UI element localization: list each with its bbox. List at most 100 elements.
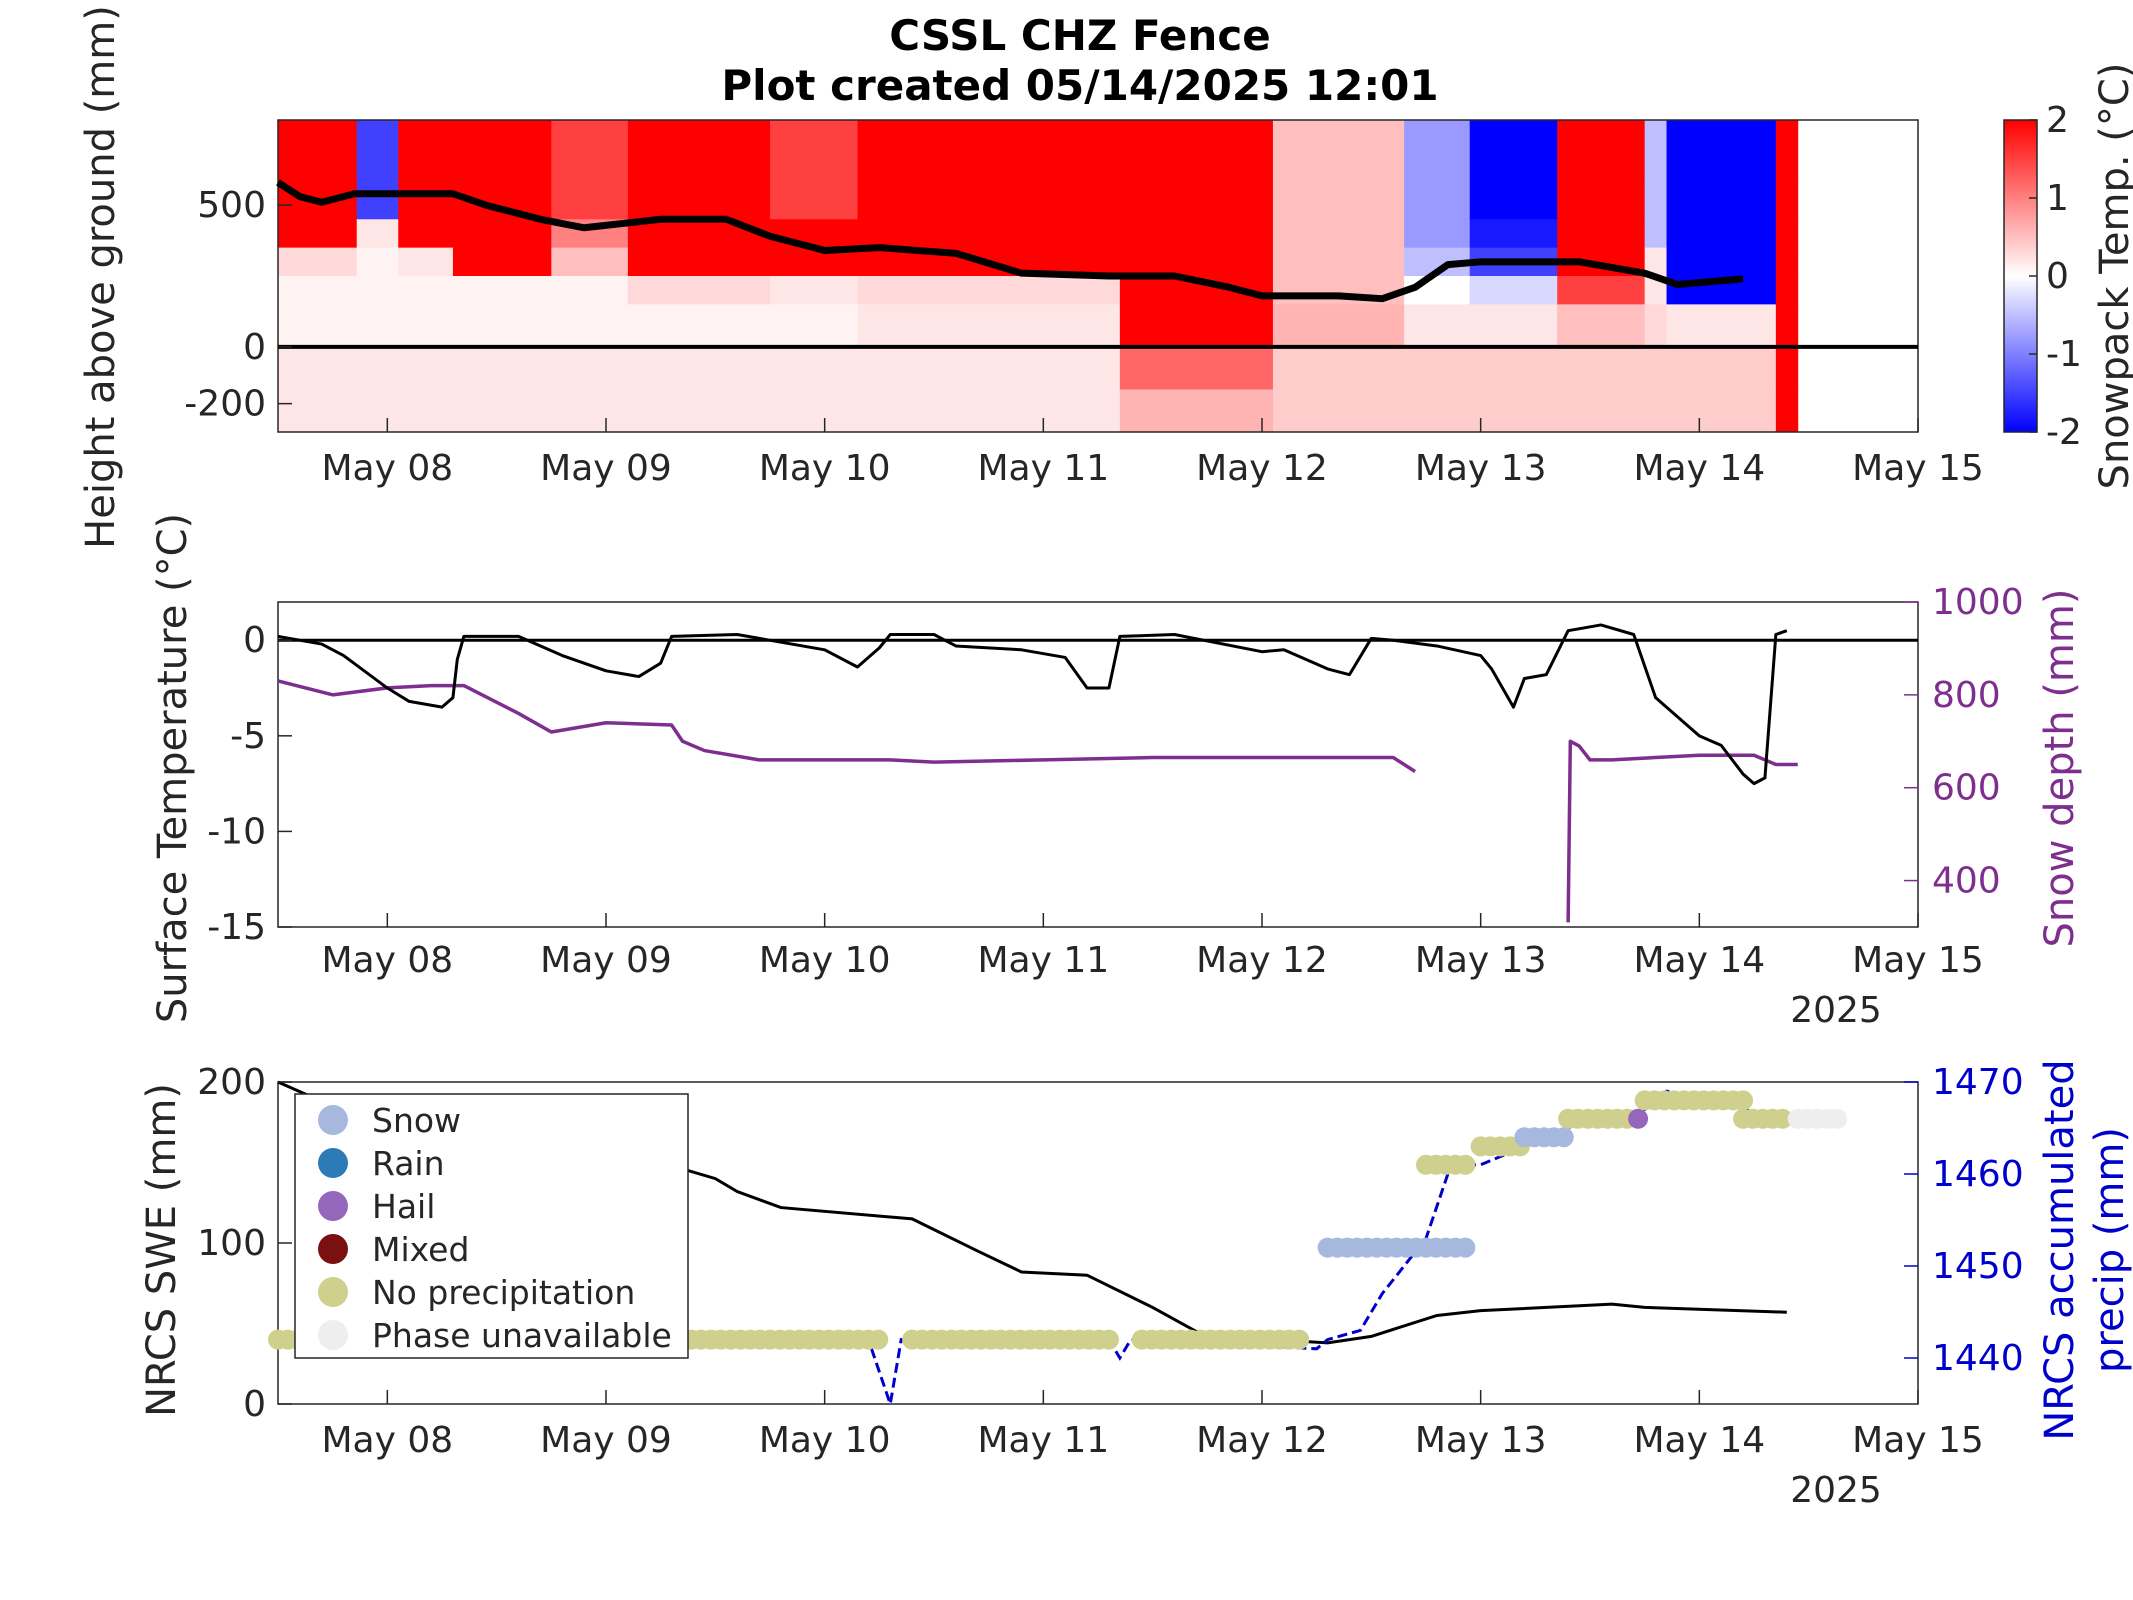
heatmap-cell: [356, 247, 399, 277]
phase-point: [1772, 1108, 1793, 1129]
precip-phase-legend: Snow Rain Hail Mixed No precipitation Phase u…: [294, 1093, 689, 1359]
heatmap-cell: [1119, 247, 1274, 277]
heatmap-cell: [1469, 120, 1558, 178]
heatmap-cell: [770, 346, 858, 390]
heatmap-cell: [857, 176, 1121, 220]
heatmap-cell: [1119, 219, 1274, 249]
heatmap-cell: [356, 389, 399, 433]
y-right-tick-label: 1460: [1932, 1154, 2024, 1195]
y-right-tick-label: 800: [1932, 675, 2001, 716]
heatmap-cell: [627, 304, 771, 348]
legend-box: [294, 1093, 689, 1359]
heatmap-cell: [278, 389, 358, 433]
figure-title-line1: CSSL CHZ Fence: [889, 11, 1270, 60]
heatmap-cell: [770, 219, 858, 249]
heatmap-cell: [1775, 346, 1799, 390]
heatmap-cell: [1644, 276, 1668, 305]
legend-marker: [318, 1105, 348, 1135]
heatmap-cell: [1119, 346, 1274, 390]
heatmap-cell: [551, 346, 629, 390]
heatmap-cell: [1775, 219, 1799, 249]
heatmap-cell: [356, 219, 399, 249]
legend-label: Phase unavailable: [372, 1316, 672, 1355]
phase-point: [1733, 1090, 1754, 1111]
x-tick-label: May 14: [1633, 448, 1765, 489]
heatmap-cell: [1272, 120, 1405, 178]
colorbar-tick-label: 2: [2046, 100, 2069, 141]
heatmap-cell: [1272, 304, 1405, 348]
heatmap-cell: [1775, 304, 1799, 348]
x-tick-label: May 12: [1196, 940, 1328, 981]
heatmap-cell: [770, 304, 858, 348]
heatmap-cell: [627, 389, 771, 433]
heatmap-cell: [398, 346, 454, 390]
colorbar-label: Snowpack Temp. (°C): [2092, 63, 2133, 490]
panel3-ylabel-right-line1: NRCS accumulated: [2037, 1059, 2083, 1440]
heatmap-cell: [627, 346, 771, 390]
heatmap-cell: [452, 120, 552, 178]
heatmap-cell: [398, 219, 454, 249]
y-tick-label: -15: [207, 907, 266, 948]
heatmap-cell: [1666, 219, 1777, 249]
y-right-tick-label: 600: [1932, 768, 2001, 809]
phase-point: [1455, 1154, 1476, 1175]
heatmap-cell: [1644, 219, 1668, 249]
heatmap-cell: [1557, 176, 1646, 220]
heatmap-cell: [398, 389, 454, 433]
panel2-ylabel: Surface Temperature (°C): [150, 513, 196, 1023]
x-tick-label: May 08: [321, 940, 453, 981]
heatmap-cell: [356, 304, 399, 348]
heatmap-cell: [278, 219, 358, 249]
heatmap-cell: [551, 247, 629, 277]
heatmap-cell: [770, 176, 858, 220]
heatmap-cell: [356, 276, 399, 305]
x-tick-label: May 10: [759, 940, 891, 981]
x-tick-label: May 15: [1852, 1420, 1984, 1461]
legend-marker: [318, 1320, 348, 1350]
swe-line: [277, 1080, 1787, 1345]
heatmap-cell: [356, 176, 399, 220]
phase-point: [868, 1329, 889, 1350]
heatmap-overlay: -200 0 500 May 08 May 09 May 10 May 11 May 12 Ma…: [184, 119, 1984, 489]
heatmap-cell: [1119, 176, 1274, 220]
legend-marker: [318, 1148, 348, 1178]
legend-marker: [318, 1277, 348, 1307]
heatmap-cell: [356, 120, 399, 178]
y-right-tick-label: 400: [1932, 861, 2001, 902]
heatmap-cell: [1119, 120, 1274, 178]
snow-depth-line: [277, 679, 1417, 773]
x-tick-label: May 11: [977, 448, 1109, 489]
y-tick-label: -10: [207, 811, 266, 852]
x-tick-label: May 09: [540, 940, 672, 981]
legend-label: No precipitation: [372, 1273, 635, 1312]
x-tick-label: May 12: [1196, 448, 1328, 489]
heatmap-cell: [1644, 247, 1668, 277]
heatmap-cell: [278, 346, 358, 390]
snow-surface-line: [276, 179, 1744, 303]
panel1-frame: [277, 119, 1919, 433]
figure-title-line2: Plot created 05/14/2025 12:01: [721, 61, 1438, 110]
heatmap-cell: [1644, 120, 1668, 178]
heatmap-cell: [1272, 247, 1405, 277]
panel2-frame: [277, 601, 1919, 928]
heatmap-cell: [398, 276, 454, 305]
heatmap-cell: [1557, 219, 1646, 249]
heatmap-cell: [452, 219, 552, 249]
colorbar-tick-label: 0: [2046, 256, 2069, 297]
heatmap-cell: [1557, 276, 1646, 305]
phase-point: [1289, 1329, 1310, 1350]
heatmap-cell: [1775, 247, 1799, 277]
heatmap-cell: [452, 346, 552, 390]
heatmap-cell: [1469, 219, 1558, 249]
heatmap-cell: [770, 389, 858, 433]
heatmap-cell: [1644, 304, 1668, 348]
heatmap-cell: [1119, 304, 1274, 348]
panel3-year-label: 2025: [1790, 1470, 1882, 1511]
heatmap-cell: [1272, 346, 1405, 390]
heatmap-cell: [1404, 176, 1471, 220]
heatmap-cell: [1775, 389, 1799, 433]
x-tick-label: May 13: [1415, 448, 1547, 489]
colorbar: 2 1 0 -1 -2 Snowpack Temp. (°C): [2003, 63, 2133, 490]
x-tick-label: May 14: [1633, 1420, 1765, 1461]
heatmap-cell: [452, 304, 552, 348]
